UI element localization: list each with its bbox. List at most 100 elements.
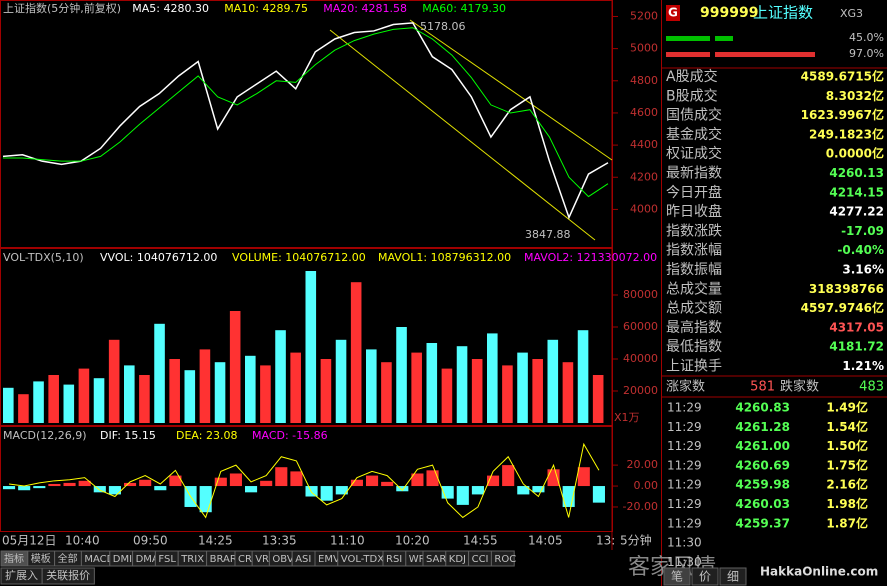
indicator-label: MA60: 4179.30 — [422, 2, 506, 15]
ratio: 97.0% — [849, 47, 884, 60]
tab-label[interactable]: EMV — [318, 554, 340, 565]
tab-label[interactable]: RSI — [386, 554, 402, 565]
macd-bar — [517, 486, 530, 495]
ratio: 45.0% — [849, 31, 884, 44]
macd-bar — [260, 480, 273, 487]
macd-bar — [245, 486, 258, 493]
panel-tab[interactable] — [663, 567, 691, 586]
trade-volume: 1.75亿 — [826, 457, 868, 472]
advance: 涨家数 — [666, 379, 705, 395]
tab-label[interactable]: 模板 — [31, 552, 51, 565]
volume-bar — [93, 378, 105, 423]
y-tick-label: 0.00 — [634, 479, 659, 492]
macd-bar — [335, 486, 348, 495]
row-value: 249.1823亿 — [809, 126, 884, 141]
unit-label: X1万 — [614, 411, 640, 424]
volume-bar — [214, 362, 226, 423]
row-label: 基金成交 — [666, 126, 722, 143]
macd-bar — [48, 483, 61, 487]
macd-bar — [199, 486, 212, 513]
panel-tab[interactable] — [719, 567, 747, 586]
panel-tab[interactable] — [691, 567, 719, 586]
panel-tab-label[interactable]: 笔 — [671, 569, 683, 584]
row-label: 今日开盘 — [666, 184, 722, 201]
volume-bar — [396, 327, 407, 423]
y-tick-label: 4200 — [630, 170, 658, 183]
tab-label[interactable]: DMI — [113, 554, 132, 565]
row-label: 指数振幅 — [666, 262, 722, 278]
trade-time: 11:29 — [667, 401, 702, 415]
row-label: 指数涨幅 — [666, 243, 722, 259]
macd-bar — [229, 473, 242, 487]
tab-label[interactable]: VR — [255, 554, 269, 565]
panel-tab-label[interactable]: 细 — [727, 570, 739, 584]
row-value: 3.16% — [842, 263, 884, 277]
time-label: 13: — [596, 534, 615, 548]
trend-line — [329, 29, 596, 241]
indicator-label: DEA: 23.08 — [176, 429, 237, 442]
y-tick-label: 20000 — [623, 384, 658, 397]
y-tick-label: 60000 — [623, 320, 658, 333]
tab-label[interactable]: KDJ — [449, 554, 466, 565]
volume-bar — [547, 339, 559, 423]
row-value: 4597.9746亿 — [801, 300, 884, 315]
badge-box — [666, 5, 680, 21]
trade-price: 4261.28 — [735, 420, 790, 434]
volume-bar — [199, 349, 211, 423]
price-line — [2, 22, 609, 220]
volume-bar — [456, 346, 468, 423]
row-label: 总成交量 — [666, 280, 722, 297]
tab-label[interactable]: VOL-TDX — [341, 554, 384, 565]
volume-bar — [441, 368, 453, 423]
tab-label[interactable]: CR — [238, 554, 252, 565]
indicator-label: MA10: 4289.75 — [224, 2, 308, 15]
trade-volume: 1.49亿 — [826, 400, 868, 415]
tab-label[interactable]: BRAR — [210, 554, 237, 565]
tab-label[interactable]: 全部 — [58, 552, 78, 565]
indicator-label: VOL-TDX(5,10) — [3, 251, 84, 264]
volume-bar — [381, 362, 392, 423]
trade-price: 4261.00 — [735, 439, 790, 453]
row-value: -0.40% — [837, 243, 884, 257]
row-value: 1623.9967亿 — [801, 107, 884, 122]
tab[interactable] — [41, 567, 95, 585]
tab-label[interactable]: SAR — [426, 554, 446, 565]
macd-bar — [350, 479, 363, 487]
volume-bar — [350, 282, 362, 423]
trade-price: 4260.83 — [735, 401, 790, 415]
trade-time: 11:29 — [667, 458, 702, 472]
tab-label[interactable]: ASI — [295, 554, 311, 565]
tab-label[interactable]: CCI — [472, 554, 489, 565]
tab-label[interactable]: WR — [409, 554, 426, 565]
tab-label[interactable]: 指标 — [4, 552, 24, 565]
ratio-bar — [666, 36, 710, 41]
tab-label[interactable]: 扩展入 — [5, 568, 38, 582]
row-label: 最新指数 — [666, 166, 722, 182]
trade-time: 11:30 — [667, 555, 702, 569]
ratio-bar — [715, 52, 815, 57]
volume-bar — [471, 359, 483, 423]
tab-label[interactable]: MACD — [84, 554, 114, 565]
tab-label[interactable]: FSL — [158, 554, 176, 565]
volume-bar — [33, 381, 44, 423]
volume-bar — [366, 349, 377, 423]
row-label: 权证成交 — [666, 145, 722, 162]
y-tick-label: -20.00 — [623, 500, 658, 513]
tab-label[interactable]: ROC — [494, 554, 516, 565]
indicator-label: MA20: 4281.58 — [323, 2, 407, 15]
macd-bar — [93, 486, 106, 493]
tab-label[interactable]: OBV — [272, 554, 293, 565]
trade-time: 11:29 — [667, 478, 702, 492]
tab-label[interactable]: DMA — [136, 554, 159, 565]
trade-price: 4260.03 — [735, 497, 790, 511]
trade-time: 11:29 — [667, 497, 702, 511]
tab[interactable] — [490, 550, 515, 567]
indicator-label: MAVOL1: 108796312.00 — [378, 251, 511, 264]
macd-bar — [18, 486, 31, 491]
tab-label[interactable]: TRIX — [180, 554, 204, 565]
macd-bar — [456, 486, 469, 505]
tab-label[interactable]: 关联报价 — [46, 568, 90, 582]
trade-volume: 2.16亿 — [826, 477, 868, 492]
panel-tab-label[interactable]: 价 — [699, 570, 711, 584]
